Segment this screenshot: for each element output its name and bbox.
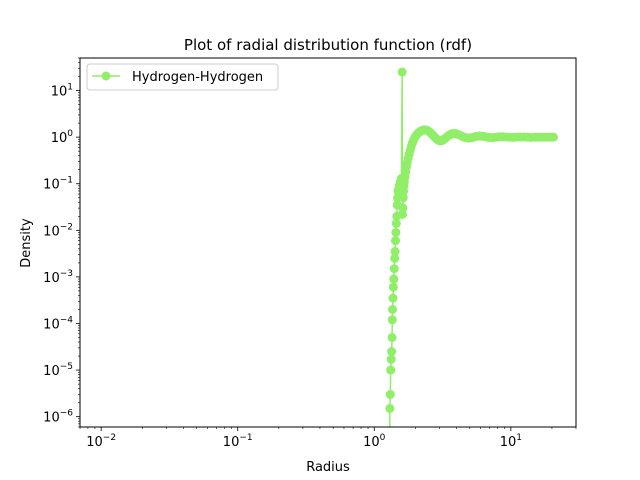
data-point bbox=[388, 304, 398, 314]
legend-frame bbox=[86, 63, 279, 91]
data-point bbox=[387, 347, 397, 357]
y-tick-label: 10−1 bbox=[43, 176, 73, 193]
data-point bbox=[390, 247, 400, 257]
data-point bbox=[548, 132, 558, 142]
data-point bbox=[387, 333, 397, 343]
y-axis-ticks: 10−6 10−5 10−4 10−3 10−2 10−1 100 101 bbox=[43, 57, 80, 428]
legend-marker-swatch bbox=[101, 71, 111, 81]
data-point bbox=[398, 203, 408, 213]
data-point bbox=[385, 389, 395, 399]
data-point bbox=[389, 264, 399, 274]
data-point bbox=[387, 315, 397, 325]
y-tick-label: 10−6 bbox=[43, 409, 73, 426]
x-tick-label: 101 bbox=[500, 433, 522, 450]
y-tick-label: 10−3 bbox=[43, 269, 73, 286]
y-tick-label: 10−4 bbox=[43, 315, 73, 332]
plot-area bbox=[385, 67, 558, 427]
data-point bbox=[390, 236, 400, 246]
data-point bbox=[391, 219, 401, 229]
y-tick-label: 10−5 bbox=[43, 362, 73, 379]
data-point bbox=[386, 365, 396, 375]
data-point bbox=[390, 253, 400, 263]
axes-frame bbox=[79, 57, 577, 428]
data-point bbox=[389, 274, 399, 284]
series-line-hydrogen-hydrogen bbox=[389, 72, 554, 427]
y-tick-label: 100 bbox=[51, 129, 74, 146]
x-tick-label: 100 bbox=[363, 433, 386, 450]
data-point bbox=[388, 293, 398, 303]
legend: Hydrogen-Hydrogen bbox=[86, 63, 279, 91]
y-axis-label: Density bbox=[19, 218, 34, 268]
data-point bbox=[388, 282, 398, 292]
y-tick-label: 101 bbox=[51, 83, 73, 100]
data-point bbox=[398, 193, 408, 203]
legend-entry-hydrogen-hydrogen: Hydrogen-Hydrogen bbox=[132, 70, 263, 85]
x-tick-label: 10−2 bbox=[86, 433, 116, 450]
y-tick-label: 10−2 bbox=[43, 222, 73, 239]
x-axis-label: Radius bbox=[306, 460, 350, 475]
x-tick-label: 10−1 bbox=[223, 433, 253, 450]
x-axis-ticks: 10−2 10−1 100 101 bbox=[79, 427, 577, 450]
data-point bbox=[391, 227, 401, 237]
data-point bbox=[397, 67, 407, 77]
series-markers bbox=[385, 67, 558, 413]
chart-title: Plot of radial distribution function (rd… bbox=[184, 36, 472, 54]
data-point bbox=[385, 403, 395, 413]
data-point bbox=[386, 354, 396, 364]
